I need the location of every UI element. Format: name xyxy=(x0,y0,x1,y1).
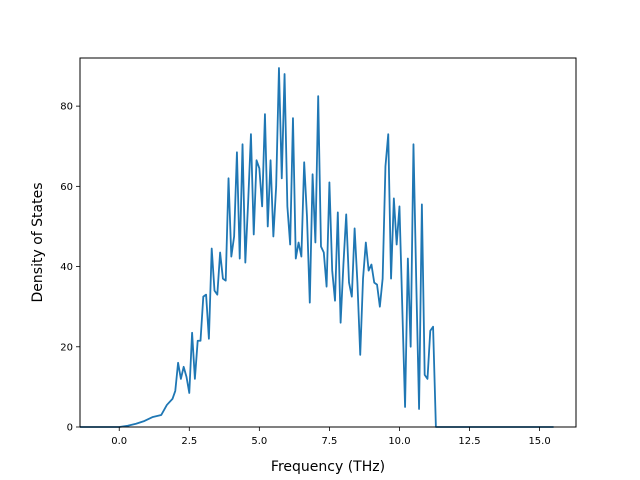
x-tick-label: 7.5 xyxy=(321,436,337,447)
x-tick-label: 15.0 xyxy=(528,436,550,447)
axis-ticks: 0.0 2.5 5.0 7.5 10.0 12.5 15.0 0 20 40 60 80 xyxy=(60,102,550,447)
y-tick-label: 60 xyxy=(60,182,73,193)
axes-frame xyxy=(79,57,577,428)
x-tick-label: 2.5 xyxy=(181,436,197,447)
y-tick-label: 20 xyxy=(60,342,73,353)
x-tick-label: 5.0 xyxy=(251,436,267,447)
x-tick-label: 0.0 xyxy=(111,436,127,447)
x-axis-title: Frequency (THz) xyxy=(271,459,385,475)
x-tick-label: 10.0 xyxy=(388,436,410,447)
y-tick-label: 0 xyxy=(67,423,73,434)
y-axis-title: Density of States xyxy=(30,183,46,303)
x-tick-label: 12.5 xyxy=(458,436,480,447)
series-line-0 xyxy=(80,67,554,428)
plot-area xyxy=(80,67,554,428)
y-tick-label: 80 xyxy=(60,102,73,113)
y-tick-label: 40 xyxy=(60,262,73,273)
